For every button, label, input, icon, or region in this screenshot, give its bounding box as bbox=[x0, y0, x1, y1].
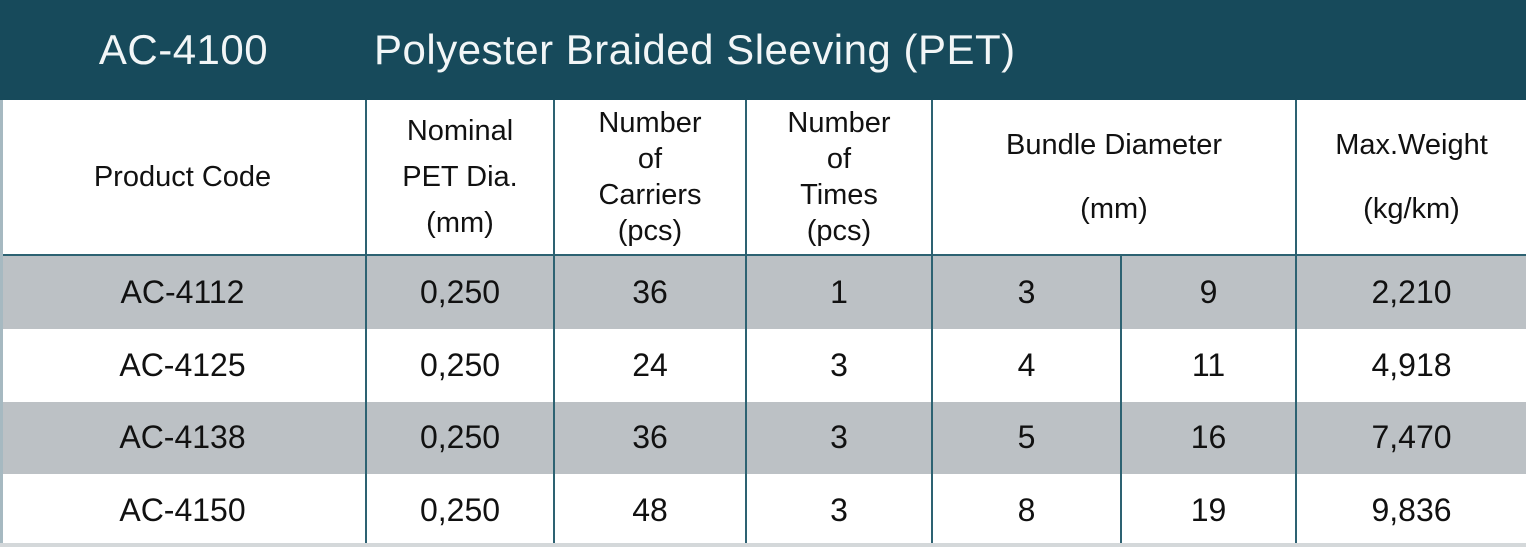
cell-number-of-carriers: 48 bbox=[555, 474, 747, 547]
cell-bundle-diameter-max: 9 bbox=[1122, 256, 1297, 329]
column-header-line: (pcs) bbox=[617, 215, 683, 247]
column-header-line: (mm) bbox=[1080, 193, 1148, 225]
column-header-bundle-diameter: Bundle Diameter (mm) bbox=[933, 100, 1297, 256]
table-bottom-edge bbox=[0, 543, 1526, 547]
column-header-line: Bundle Diameter bbox=[1006, 129, 1222, 161]
column-header-line: of bbox=[826, 143, 852, 175]
cell-nominal-pet-dia: 0,250 bbox=[367, 401, 555, 475]
cell-nominal-pet-dia: 0,250 bbox=[367, 256, 555, 329]
spec-table: Product Code Nominal PET Dia. (mm) Numbe… bbox=[0, 100, 1526, 547]
cell-number-of-carriers: 36 bbox=[555, 256, 747, 329]
cell-max-weight: 2,210 bbox=[1297, 256, 1526, 329]
cell-max-weight: 7,470 bbox=[1297, 401, 1526, 475]
cell-bundle-diameter-min: 4 bbox=[933, 328, 1122, 402]
column-header-line: Nominal bbox=[406, 115, 514, 147]
cell-product-code: AC-4150 bbox=[0, 474, 367, 547]
cell-bundle-diameter-min: 5 bbox=[933, 401, 1122, 475]
cell-product-code: AC-4125 bbox=[0, 328, 367, 402]
product-series-code: AC-4100 bbox=[98, 26, 269, 73]
cell-max-weight: 4,918 bbox=[1297, 328, 1526, 402]
cell-number-of-times: 3 bbox=[747, 328, 933, 402]
cell-number-of-carriers: 36 bbox=[555, 401, 747, 475]
column-header-line: Number bbox=[787, 107, 891, 139]
column-header-max-weight: Max.Weight (kg/km) bbox=[1297, 100, 1526, 256]
cell-nominal-pet-dia: 0,250 bbox=[367, 328, 555, 402]
product-name: Polyester Braided Sleeving (PET) bbox=[374, 26, 1016, 73]
column-header-line: (pcs) bbox=[806, 215, 872, 247]
cell-number-of-times: 1 bbox=[747, 256, 933, 329]
column-header-product-code: Product Code bbox=[0, 100, 367, 256]
column-header-number-of-carriers: Number of Carriers (pcs) bbox=[555, 100, 747, 256]
column-header-line: of bbox=[637, 143, 663, 175]
cell-number-of-carriers: 24 bbox=[555, 328, 747, 402]
cell-number-of-times: 3 bbox=[747, 474, 933, 547]
column-header-line: PET Dia. bbox=[402, 161, 518, 193]
column-header-nominal-pet-dia: Nominal PET Dia. (mm) bbox=[367, 100, 555, 256]
cell-product-code: AC-4112 bbox=[0, 256, 367, 329]
column-header-line: Times bbox=[800, 179, 878, 211]
cell-nominal-pet-dia: 0,250 bbox=[367, 474, 555, 547]
cell-bundle-diameter-min: 8 bbox=[933, 474, 1122, 547]
column-header-line: (mm) bbox=[426, 207, 494, 239]
column-header-line: (kg/km) bbox=[1363, 193, 1460, 225]
table-left-edge bbox=[0, 100, 3, 547]
cell-bundle-diameter-max: 11 bbox=[1122, 328, 1297, 402]
column-header-line: Carriers bbox=[598, 179, 702, 211]
column-header-label: Product Code bbox=[93, 160, 272, 193]
cell-product-code: AC-4138 bbox=[0, 401, 367, 475]
cell-bundle-diameter-max: 19 bbox=[1122, 474, 1297, 547]
product-title-bar: AC-4100 Polyester Braided Sleeving (PET) bbox=[0, 0, 1526, 100]
cell-max-weight: 9,836 bbox=[1297, 474, 1526, 547]
column-header-line: Max.Weight bbox=[1335, 129, 1488, 161]
cell-number-of-times: 3 bbox=[747, 401, 933, 475]
cell-bundle-diameter-max: 16 bbox=[1122, 401, 1297, 475]
cell-bundle-diameter-min: 3 bbox=[933, 256, 1122, 329]
column-header-line: Number bbox=[598, 107, 702, 139]
column-header-number-of-times: Number of Times (pcs) bbox=[747, 100, 933, 256]
